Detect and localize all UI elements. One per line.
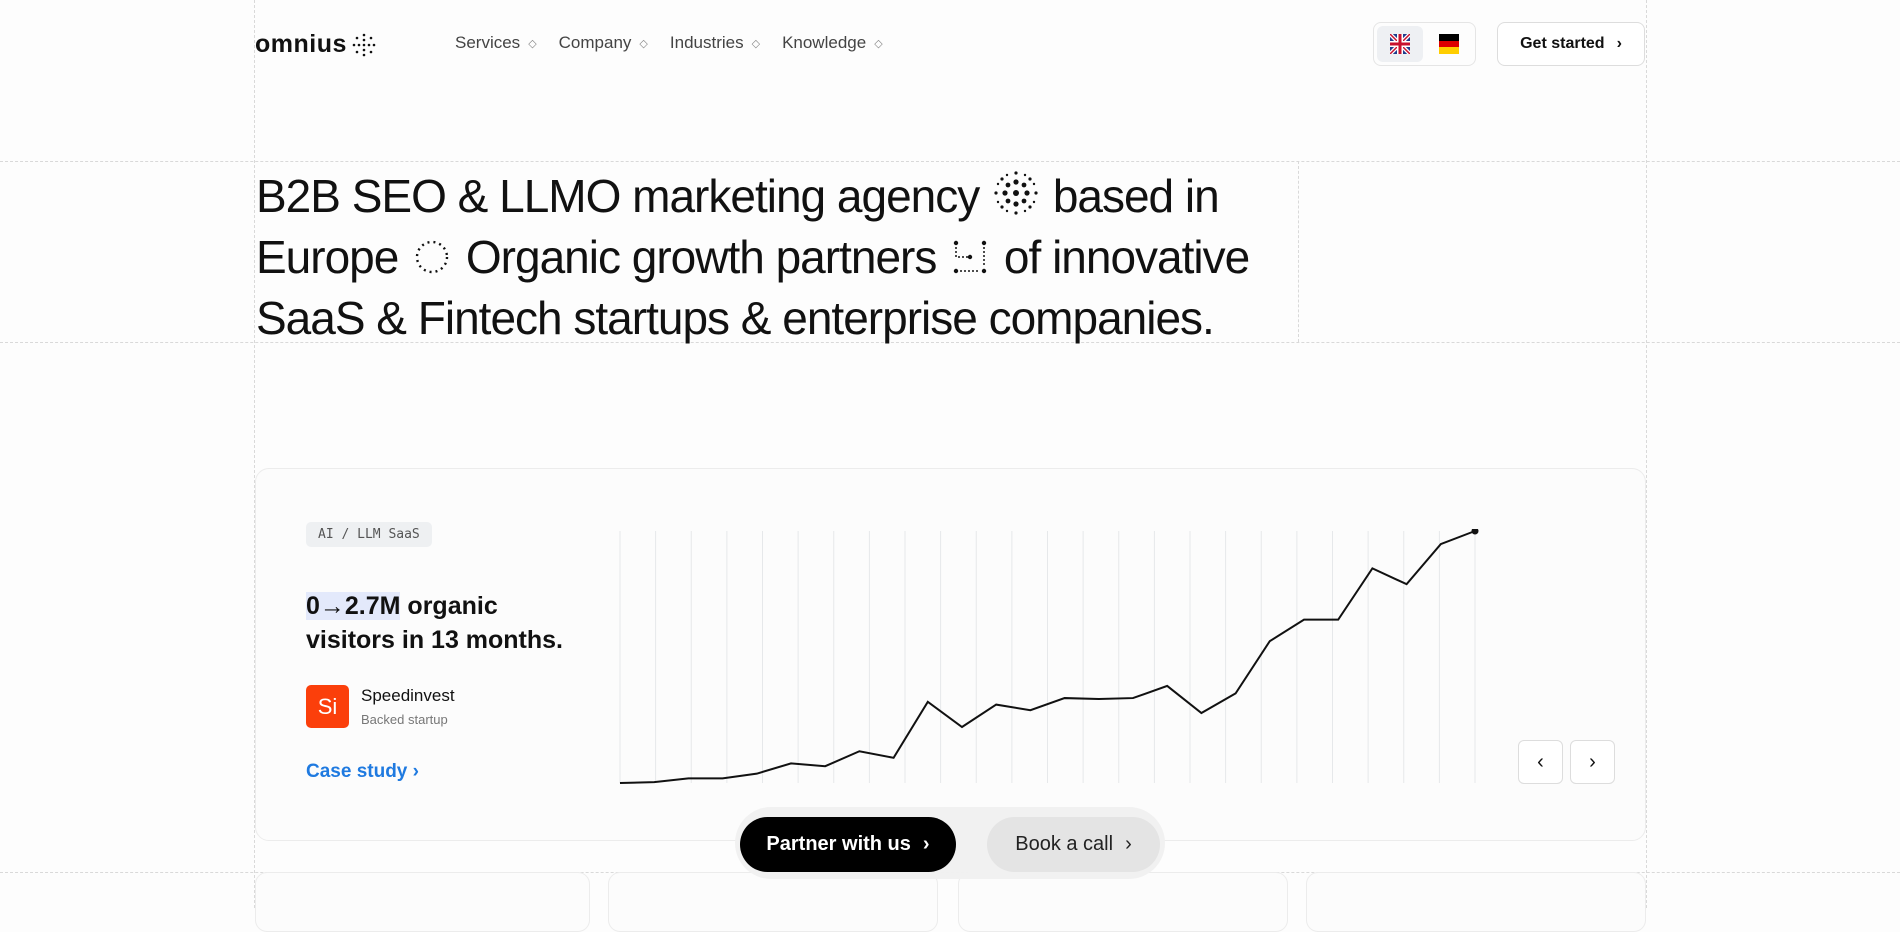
- hero-text: of innovative SaaS & Fintech startups & …: [256, 231, 1250, 344]
- uk-flag-icon: [1389, 34, 1410, 54]
- nav-company[interactable]: Company ◇: [559, 33, 648, 53]
- guide-line: [1646, 0, 1647, 908]
- dots-sphere-icon: [994, 171, 1038, 215]
- hero-text: B2B SEO & LLMO marketing agency: [256, 170, 980, 222]
- partner-with-us-button[interactable]: Partner with us ›: [740, 817, 956, 872]
- case-stat: 0→2.7M organic visitors in 13 months.: [306, 589, 566, 657]
- chevron-updown-icon: ◇: [874, 37, 883, 50]
- chevron-updown-icon: ◇: [528, 37, 537, 50]
- stat-highlight: 0→2.7M: [306, 592, 401, 620]
- chevron-right-icon: ›: [1589, 750, 1596, 773]
- guide-line: [0, 342, 1900, 343]
- hero-text: Organic growth partners: [465, 231, 937, 283]
- german-flag-icon: [1439, 34, 1460, 54]
- feature-card: [255, 872, 590, 932]
- logo-dots-icon: [352, 33, 376, 56]
- guide-line: [1298, 161, 1299, 342]
- feature-card: [608, 872, 938, 932]
- button-label: Book a call: [1015, 833, 1114, 855]
- nav-label: Services: [455, 33, 521, 52]
- data-point: [1471, 529, 1479, 535]
- nav-knowledge[interactable]: Knowledge ◇: [782, 33, 883, 53]
- company-badge: Si Speedinvest Backed startup: [306, 685, 455, 728]
- company-name: Speedinvest: [361, 686, 455, 705]
- hero-text: based in Europe: [256, 170, 1220, 283]
- traffic-line-chart: [619, 529, 1479, 784]
- stat-text: organic visitors in 13 months.: [306, 592, 564, 654]
- chevron-right-icon: ›: [412, 761, 419, 782]
- next-slide-button[interactable]: ›: [1570, 740, 1615, 784]
- series-line: [619, 530, 1476, 784]
- guide-line: [254, 0, 255, 908]
- nav-industries[interactable]: Industries ◇: [670, 33, 760, 53]
- network-nodes-icon: [953, 240, 987, 274]
- industry-tag: AI / LLM SaaS: [306, 522, 432, 547]
- chevron-right-icon: ›: [922, 833, 930, 855]
- nav-label: Company: [558, 33, 632, 52]
- logo[interactable]: omnius: [255, 30, 377, 59]
- lang-en-button[interactable]: [1377, 26, 1423, 62]
- nav-label: Industries: [669, 33, 744, 52]
- feature-card: [1306, 872, 1646, 932]
- dotted-circle-icon: [415, 240, 449, 274]
- chevron-right-icon: ›: [1125, 833, 1132, 855]
- case-study-card: AI / LLM SaaS 0→2.7M organic visitors in…: [255, 468, 1646, 841]
- chevron-right-icon: ›: [1616, 35, 1622, 52]
- main-nav: Services ◇ Company ◇ Industries ◇ Knowledge…: [455, 33, 883, 53]
- button-label: Partner with us: [766, 833, 911, 855]
- lang-de-button[interactable]: [1427, 26, 1473, 62]
- prev-slide-button[interactable]: ‹: [1518, 740, 1563, 784]
- chevron-updown-icon: ◇: [639, 37, 648, 50]
- button-label: Get started: [1520, 35, 1605, 52]
- nav-services[interactable]: Services ◇: [455, 33, 537, 53]
- book-a-call-button[interactable]: Book a call ›: [987, 817, 1160, 872]
- chevron-updown-icon: ◇: [751, 37, 761, 50]
- chevron-left-icon: ‹: [1537, 750, 1544, 773]
- link-label: Case study: [306, 761, 408, 782]
- language-switcher: [1373, 22, 1476, 66]
- case-study-link[interactable]: Case study ›: [306, 761, 419, 783]
- nav-label: Knowledge: [782, 33, 867, 52]
- logo-text: omnius: [255, 30, 347, 58]
- hero-headline: B2B SEO & LLMO marketing agency based in…: [256, 166, 1296, 349]
- company-subtitle: Backed startup: [361, 712, 448, 727]
- get-started-button[interactable]: Get started ›: [1497, 22, 1645, 66]
- company-logo: Si: [306, 685, 349, 728]
- guide-line: [0, 161, 1900, 162]
- feature-card: [958, 872, 1288, 932]
